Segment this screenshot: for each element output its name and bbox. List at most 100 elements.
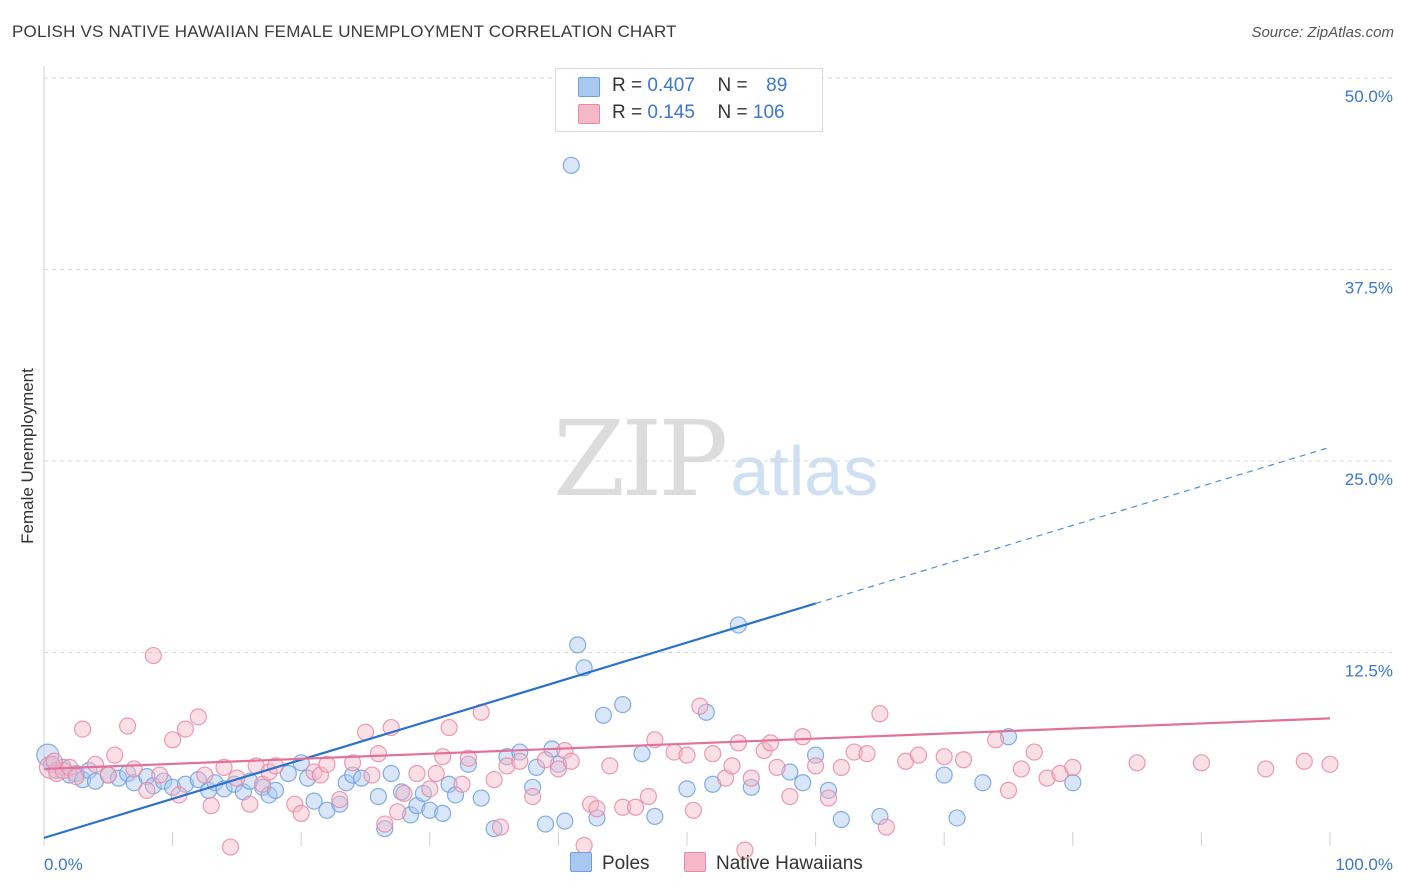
native-hawaiians-point <box>858 745 876 763</box>
poles-point <box>421 801 439 819</box>
native-hawaiians-point <box>1295 752 1313 770</box>
native-hawaiians-point <box>761 734 780 752</box>
poles-point <box>569 636 587 654</box>
poles-point <box>536 815 555 833</box>
chart-title: POLISH VS NATIVE HAWAIIAN FEMALE UNEMPLO… <box>12 22 677 41</box>
legend-n-label: N = <box>717 75 748 96</box>
y-tick-label: 25.0% <box>1345 470 1393 489</box>
native-hawaiians-point <box>67 767 85 786</box>
native-hawaiians-point <box>106 746 124 764</box>
poles-point <box>369 787 387 806</box>
native-hawaiians-point <box>318 755 336 773</box>
native-hawaiians-point <box>794 728 812 746</box>
native-hawaiians-point <box>491 818 510 836</box>
poles-point <box>1064 774 1082 792</box>
native-hawaiians-point <box>99 766 117 784</box>
native-hawaiians-point <box>1257 760 1275 778</box>
x-tick-label: 0.0% <box>44 855 83 874</box>
bottom-legend-label-native-hawaiians: Native Hawaiians <box>716 853 863 874</box>
native-hawaiians-point <box>806 757 825 775</box>
poles-point <box>697 703 715 721</box>
legend-swatch-native-hawaiians <box>578 104 600 124</box>
native-hawaiians-point <box>768 758 786 777</box>
poles-trend-extension <box>815 446 1331 605</box>
native-hawaiians-point <box>909 746 928 764</box>
poles-point <box>331 795 349 813</box>
native-hawaiians-point <box>524 787 542 806</box>
native-hawaiians-point <box>286 795 304 813</box>
bottom-legend-native-hawaiians: Native Hawaiians <box>684 852 863 875</box>
legend-n-value-poles: 89 <box>766 75 788 96</box>
poles-point <box>498 748 516 766</box>
native-hawaiians-point <box>742 769 760 787</box>
poles-point <box>594 706 613 724</box>
native-hawaiians-point <box>549 760 568 778</box>
bottom-legend-label-poles: Poles <box>602 853 650 874</box>
native-hawaiians-point <box>221 838 240 856</box>
y-tick-label: 50.0% <box>1345 87 1393 106</box>
native-hawaiians-point <box>241 795 259 813</box>
native-hawaiians-point <box>1192 754 1211 772</box>
native-hawaiians-point <box>678 746 696 764</box>
poles-point <box>742 778 760 796</box>
poles-point <box>434 804 452 822</box>
poles-point <box>279 764 297 783</box>
y-tick-label: 37.5% <box>1345 279 1393 298</box>
native-hawaiians-point <box>639 787 658 806</box>
native-hawaiians-point <box>987 731 1005 749</box>
native-hawaiians-point <box>736 841 754 859</box>
native-hawaiians-point <box>819 789 838 807</box>
native-hawaiians-point <box>562 752 580 770</box>
poles-point <box>305 792 323 810</box>
poles-point <box>382 764 400 783</box>
native-hawaiians-point <box>164 731 182 749</box>
legend-r-label: R = <box>612 102 643 123</box>
native-hawaiians-point <box>614 798 632 816</box>
native-hawaiians-point <box>363 766 381 784</box>
native-hawaiians-point <box>626 798 645 816</box>
poles-point <box>633 745 651 763</box>
poles-point <box>871 807 889 826</box>
native-hawaiians-point <box>781 787 799 806</box>
native-hawaiians-point <box>395 784 413 803</box>
native-hawaiians-point <box>421 780 439 798</box>
poles-point <box>556 812 574 830</box>
native-hawaiians-point <box>498 757 516 775</box>
native-hawaiians-point <box>1064 758 1082 777</box>
poles-point <box>138 767 156 786</box>
poles-point <box>781 763 799 781</box>
poles-point <box>353 769 371 787</box>
native-hawaiians-point <box>954 751 973 769</box>
poles-point <box>376 820 394 838</box>
axes <box>43 66 1331 846</box>
native-hawaiians-point <box>196 766 214 784</box>
poles-point <box>440 775 458 793</box>
poles-point <box>794 774 812 792</box>
y-tick-label: 12.5% <box>1345 662 1393 681</box>
legend-n-label: N = <box>717 102 748 123</box>
native-hawaiians-point <box>176 720 195 738</box>
poles-point <box>646 807 664 826</box>
native-hawaiians-point <box>601 757 619 775</box>
native-hawaiians-point <box>871 705 889 723</box>
native-hawaiians-point <box>459 749 477 767</box>
native-hawaiians-point <box>1025 743 1043 761</box>
poles-trend-line <box>43 602 816 839</box>
watermark-atlas: atlas <box>730 432 879 510</box>
poles-point <box>344 766 362 784</box>
native-hawaiians-point <box>73 720 92 738</box>
native-hawaiians-point <box>45 752 63 770</box>
grid-lines <box>44 77 1392 653</box>
native-hawaiians-point <box>1128 754 1146 772</box>
bottom-legend-swatch-native-hawaiians <box>684 852 706 872</box>
native-hawaiians-point <box>408 764 426 783</box>
native-hawaiians-point <box>1038 769 1056 787</box>
x-tick-label: 100.0% <box>1335 855 1393 874</box>
native-hawaiians-point <box>832 758 850 777</box>
native-hawaiians-point <box>189 708 207 726</box>
poles-point <box>446 786 465 804</box>
data-points <box>36 156 1339 859</box>
native-hawaiians-point <box>202 797 220 815</box>
poles-point <box>974 774 992 792</box>
